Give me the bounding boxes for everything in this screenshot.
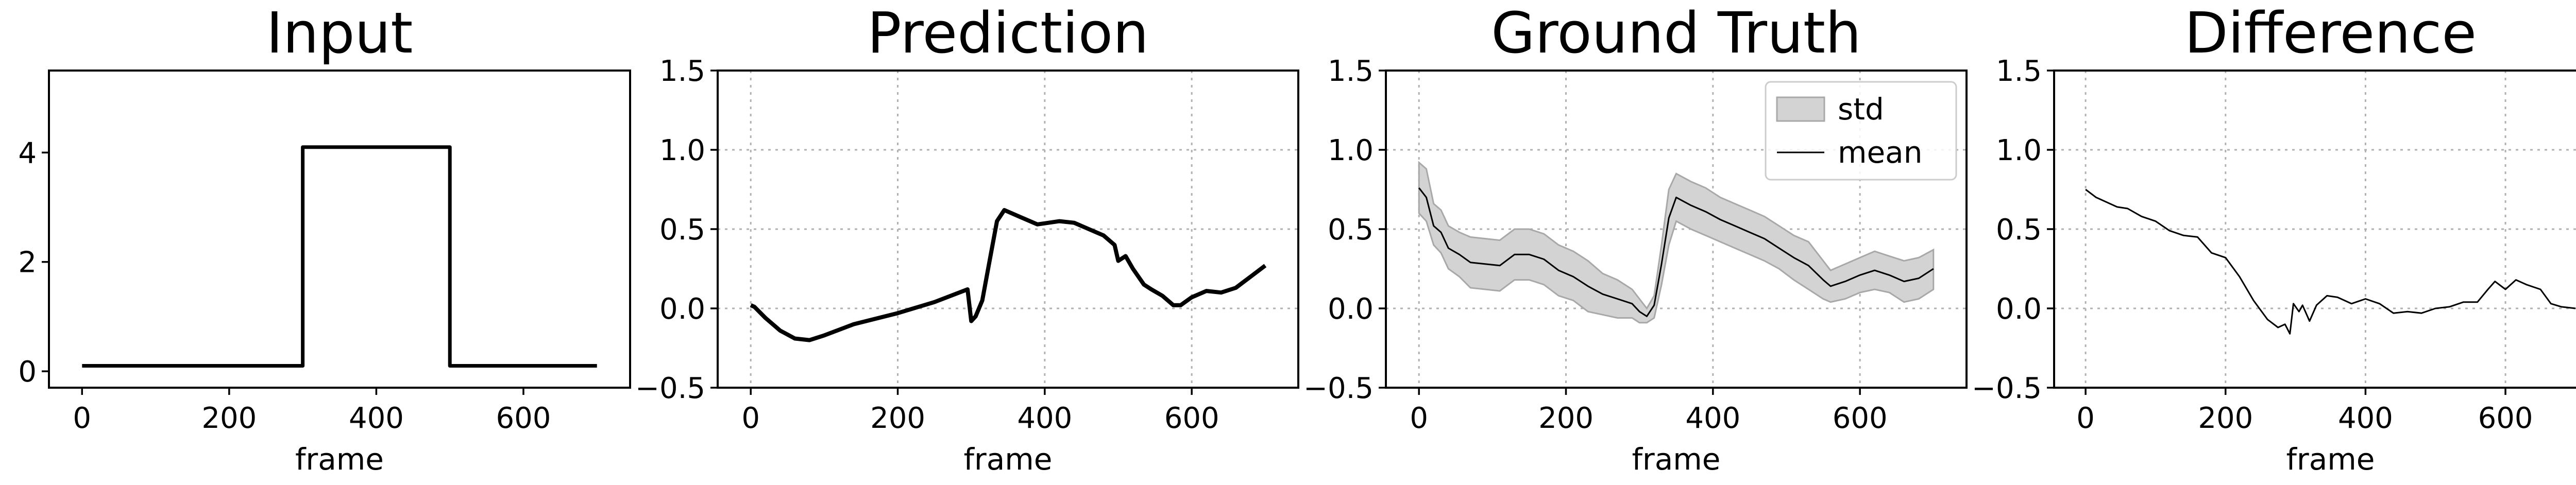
- x-tick-label: 600: [2478, 402, 2533, 435]
- x-tick-label: 400: [349, 402, 404, 435]
- y-tick-label: 1.0: [1996, 134, 2042, 167]
- y-tick-label: 0.0: [1996, 292, 2042, 326]
- y-tick-label: 0: [18, 355, 37, 389]
- y-tick-label: 1.5: [659, 55, 705, 88]
- std-band: [1418, 161, 1935, 324]
- y-tick-label: 2: [18, 246, 37, 280]
- series-line: [82, 145, 597, 368]
- y-tick-label: 0.5: [1328, 213, 1374, 247]
- y-tick-label: −0.5: [1972, 372, 2042, 405]
- y-tick-label: 0.0: [1328, 292, 1374, 326]
- x-tick-label: 600: [1833, 402, 1888, 435]
- y-tick-label: −0.5: [1303, 372, 1374, 405]
- y-tick-label: 1.0: [659, 134, 705, 167]
- x-axis-label: frame: [1632, 442, 1721, 477]
- chart-title: Input: [266, 0, 413, 66]
- x-tick-label: 200: [201, 402, 257, 435]
- subplot-3: 0 200 400 600 −0.5 0.0 0.5 1.0 1.5 Ground Truth fr…: [1303, 0, 1968, 477]
- x-tick-label: 400: [1685, 402, 1740, 435]
- chart-title: Prediction: [867, 0, 1148, 66]
- x-axis-label: frame: [2286, 442, 2375, 477]
- subplot-4: 0 200 400 600 −0.5 0.0 0.5 1.0 1.5 Difference fram…: [1972, 0, 2576, 477]
- subplot-1: 0 200 400 600 0 2 4 Input frame: [18, 0, 631, 477]
- y-tick-label: 4: [18, 136, 37, 170]
- y-tick-label: 1.5: [1328, 55, 1374, 88]
- x-tick-label: 0: [1410, 402, 1428, 435]
- chart-title: Difference: [2184, 0, 2477, 66]
- subplot-2: 0 200 400 600 −0.5 0.0 0.5 1.0 1.5 Prediction fram…: [635, 0, 1299, 477]
- legend-label-std: std: [1838, 92, 1884, 127]
- x-tick-label: 600: [496, 402, 551, 435]
- x-tick-label: 600: [1164, 402, 1219, 435]
- x-axis-label: frame: [964, 442, 1053, 477]
- x-tick-label: 200: [2198, 402, 2253, 435]
- chart-title: Ground Truth: [1491, 0, 1861, 66]
- legend-swatch-std: [1776, 96, 1825, 122]
- x-tick-label: 200: [1538, 402, 1594, 435]
- mean-line: [1418, 187, 1934, 317]
- x-tick-label: 0: [2076, 402, 2095, 435]
- y-tick-label: 0.5: [659, 213, 705, 247]
- x-tick-label: 0: [73, 402, 91, 435]
- legend-label-mean: mean: [1838, 135, 1922, 170]
- axes-frame: [48, 70, 631, 389]
- x-tick-label: 200: [870, 402, 925, 435]
- y-tick-label: 0.0: [659, 292, 705, 326]
- y-tick-label: 1.5: [1996, 55, 2042, 88]
- y-tick-label: 1.0: [1328, 134, 1374, 167]
- x-tick-label: 0: [741, 402, 760, 435]
- legend: std mean: [1765, 81, 1957, 181]
- series-line: [750, 208, 1267, 342]
- x-tick-label: 400: [2338, 402, 2393, 435]
- x-tick-label: 400: [1017, 402, 1072, 435]
- y-tick-label: 0.5: [1996, 213, 2042, 247]
- x-axis-label: frame: [295, 442, 384, 477]
- series-line: [2085, 188, 2576, 335]
- y-tick-label: −0.5: [635, 372, 705, 405]
